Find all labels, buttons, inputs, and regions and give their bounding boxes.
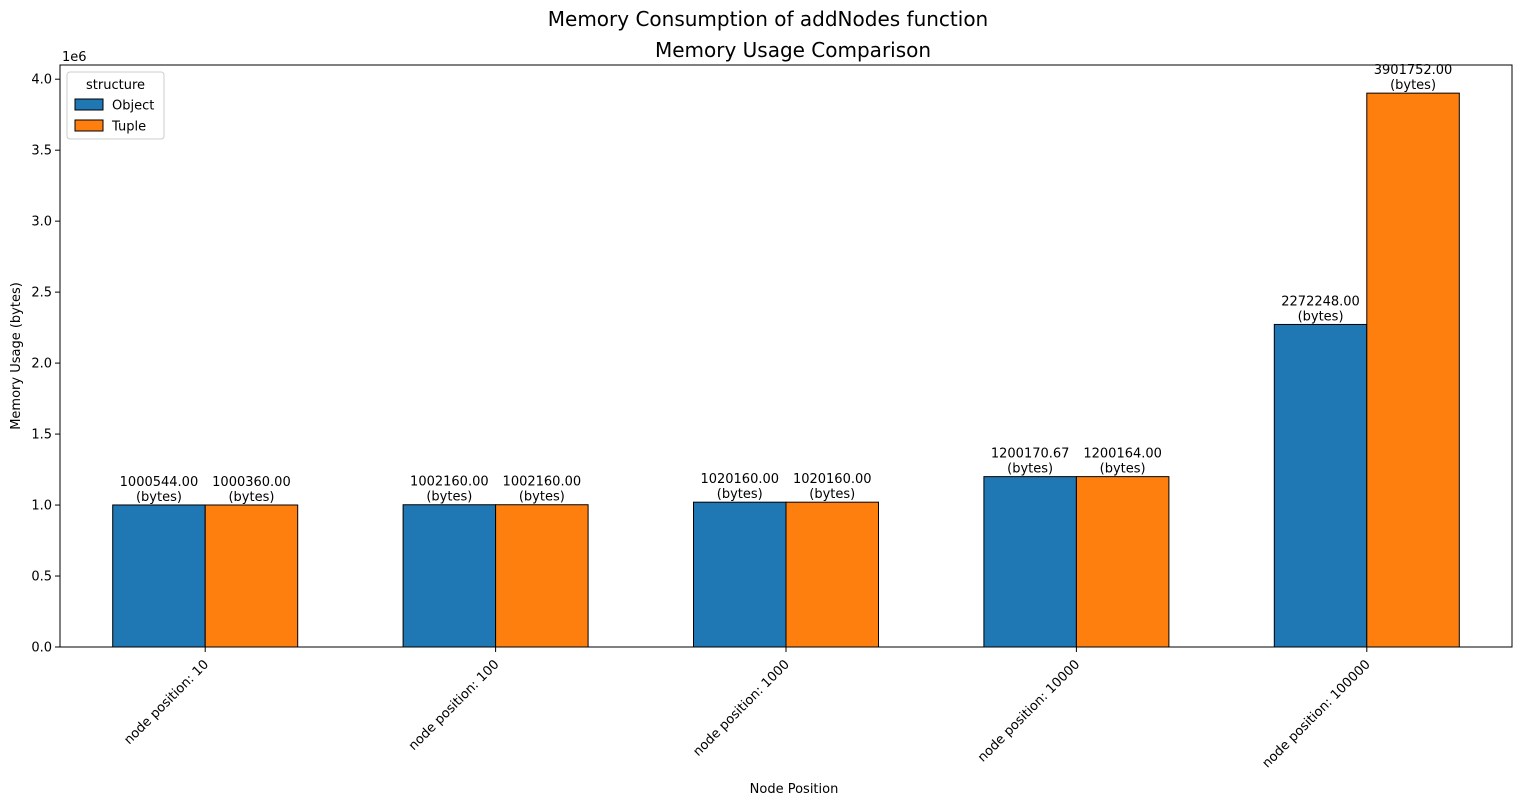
y-tick-label-2: 1.0 [31, 499, 52, 514]
bar-tuple-3 [1075, 476, 1170, 648]
y-tick-label-0: 0.0 [31, 641, 52, 656]
bar-unit-label-object-4: (bytes) [1298, 309, 1344, 324]
legend-label-object: Object [112, 99, 154, 114]
bar-unit-label-tuple-0: (bytes) [228, 490, 274, 505]
plot-area: 1000544.00(bytes)1000360.00(bytes)node p… [31, 63, 1513, 771]
bar-object-2 [693, 501, 787, 648]
bar-unit-label-tuple-2: (bytes) [809, 487, 855, 502]
legend-label-tuple: Tuple [111, 120, 146, 135]
x-tick-label-1: node position: 100 [406, 657, 502, 753]
axes-frame [59, 64, 1513, 648]
x-tick-label-2: node position: 1000 [691, 657, 793, 759]
bar-value-label-tuple-3: 1200164.00 [1083, 447, 1162, 462]
bar-value-label-object-4: 2272248.00 [1281, 294, 1360, 309]
x-tick-label-4: node position: 100000 [1260, 657, 1374, 771]
bar-value-label-object-2: 1020160.00 [700, 472, 779, 487]
legend-swatch-tuple [74, 119, 104, 132]
chart-title: Memory Usage Comparison [655, 38, 931, 62]
bar-unit-label-tuple-4: (bytes) [1390, 78, 1436, 93]
bar-unit-label-tuple-1: (bytes) [519, 490, 565, 505]
bar-tuple-4 [1366, 92, 1460, 648]
bar-object-1 [402, 504, 497, 648]
y-tick-label-7: 3.5 [31, 144, 52, 159]
bar-unit-label-object-2: (bytes) [717, 487, 763, 502]
figure-title: Memory Consumption of addNodes function [548, 7, 988, 31]
x-axis-label: Node Position [750, 782, 839, 797]
bar-unit-label-object-1: (bytes) [426, 490, 472, 505]
bar-tuple-2 [785, 501, 879, 648]
bar-value-label-tuple-1: 1002160.00 [503, 475, 582, 490]
bar-value-label-object-3: 1200170.67 [991, 447, 1070, 462]
bar-value-label-object-0: 1000544.00 [120, 475, 199, 490]
bar-tuple-0 [204, 504, 299, 648]
bar-unit-label-object-0: (bytes) [136, 490, 182, 505]
bar-unit-label-object-3: (bytes) [1007, 462, 1053, 477]
bar-value-label-tuple-4: 3901752.00 [1374, 63, 1453, 78]
bar-object-3 [983, 476, 1077, 648]
y-tick-label-6: 3.0 [31, 215, 52, 230]
y-tick-label-4: 2.0 [31, 357, 52, 372]
legend-title: structure [86, 78, 145, 93]
x-tick-label-0: node position: 10 [121, 657, 212, 748]
bar-tuple-1 [495, 504, 589, 648]
y-tick-label-8: 4.0 [31, 73, 52, 88]
y-tick-label-1: 0.5 [31, 570, 52, 585]
bar-object-0 [112, 504, 206, 648]
x-tick-label-3: node position: 10000 [975, 657, 1083, 765]
y-offset-label: 1e6 [62, 50, 87, 65]
bar-object-4 [1273, 323, 1368, 648]
legend-swatch-object [74, 98, 104, 111]
y-tick-label-3: 1.5 [31, 428, 52, 443]
y-tick-label-5: 2.5 [31, 286, 52, 301]
bar-value-label-object-1: 1002160.00 [410, 475, 489, 490]
bar-unit-label-tuple-3: (bytes) [1100, 462, 1146, 477]
bar-value-label-tuple-2: 1020160.00 [793, 472, 872, 487]
bar-value-label-tuple-0: 1000360.00 [212, 475, 291, 490]
y-axis-label: Memory Usage (bytes) [9, 282, 24, 430]
